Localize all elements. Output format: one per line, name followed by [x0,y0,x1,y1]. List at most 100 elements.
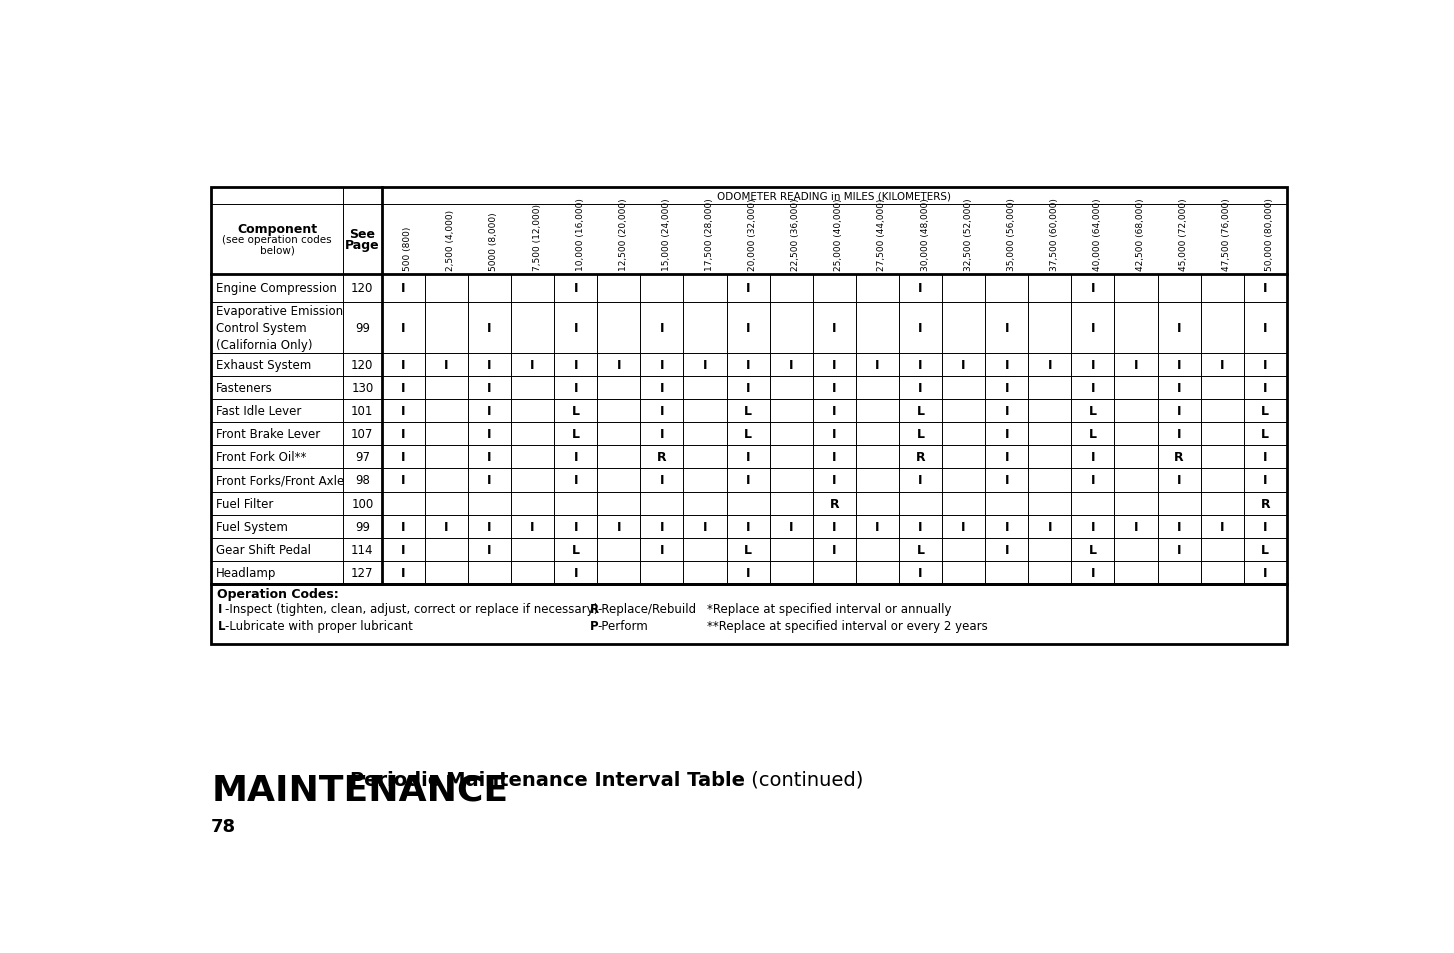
Text: I: I [1176,543,1182,557]
Text: I: I [1134,358,1138,372]
Text: MAINTENANCE: MAINTENANCE [211,773,509,806]
Text: I: I [1090,358,1095,372]
Text: I: I [401,428,406,441]
Text: I: I [1090,451,1095,464]
Text: I: I [443,358,449,372]
Text: 37,500 (60,000): 37,500 (60,000) [1050,197,1059,271]
Text: Evaporative Emission
Control System
(California Only): Evaporative Emission Control System (Cal… [215,305,343,352]
Text: I: I [1005,322,1009,335]
Text: 25,000 (40,000): 25,000 (40,000) [835,198,843,271]
Text: ODOMETER READING in MILES (KILOMETERS): ODOMETER READING in MILES (KILOMETERS) [717,192,951,202]
Text: Headlamp: Headlamp [215,566,276,579]
Text: Page: Page [345,238,379,252]
Text: I: I [746,322,750,335]
Text: 50,000 (80,000): 50,000 (80,000) [1265,197,1274,271]
Text: I: I [1090,566,1095,579]
Text: I: I [616,520,621,533]
Text: I: I [1264,322,1268,335]
Text: I: I [1264,520,1268,533]
Text: I: I [746,474,750,487]
Text: 15,000 (24,000): 15,000 (24,000) [662,198,670,271]
Text: I: I [1176,474,1182,487]
Text: I: I [1264,282,1268,295]
Text: L: L [916,428,925,441]
Text: I: I [919,358,923,372]
Text: I: I [573,566,577,579]
Text: Fuel Filter: Fuel Filter [215,497,273,510]
Text: 5000 (8,000): 5000 (8,000) [490,212,499,271]
Text: I: I [746,358,750,372]
Text: Front Brake Lever: Front Brake Lever [215,428,320,441]
Text: I: I [919,322,923,335]
Text: R: R [589,602,599,616]
Text: L: L [1262,405,1269,417]
Text: 99: 99 [355,322,369,335]
Text: I: I [487,520,491,533]
Text: (continued): (continued) [746,770,864,789]
Text: I: I [573,322,577,335]
Text: Engine Compression: Engine Compression [215,282,337,295]
Text: 97: 97 [355,451,369,464]
Text: R: R [1175,451,1184,464]
Text: *Replace at specified interval or annually: *Replace at specified interval or annual… [707,602,952,616]
Text: I: I [487,451,491,464]
Text: L: L [1089,405,1096,417]
Text: 100: 100 [352,497,374,510]
Text: I: I [832,322,836,335]
Text: I: I [1005,451,1009,464]
Text: I: I [401,358,406,372]
Text: I: I [1005,405,1009,417]
Text: I: I [660,322,664,335]
Text: 130: 130 [352,382,374,395]
Text: I: I [573,358,577,372]
Text: I: I [832,358,836,372]
Text: I: I [1005,520,1009,533]
Text: I: I [1005,382,1009,395]
Text: I: I [531,520,535,533]
Text: 78: 78 [211,818,237,836]
Text: L: L [744,428,752,441]
Text: I: I [573,474,577,487]
Text: I: I [1090,322,1095,335]
Text: I: I [573,382,577,395]
Text: I: I [1176,322,1182,335]
Text: I: I [660,474,664,487]
Text: L: L [571,428,580,441]
Text: Exhaust System: Exhaust System [215,358,311,372]
Text: I: I [832,474,836,487]
Text: R: R [916,451,925,464]
Text: I: I [1264,358,1268,372]
Text: I: I [702,358,707,372]
Text: 120: 120 [350,282,374,295]
Text: 32,500 (52,000): 32,500 (52,000) [964,198,973,271]
Text: I: I [1005,474,1009,487]
Text: I: I [1005,358,1009,372]
Text: L: L [1262,543,1269,557]
Text: I: I [832,428,836,441]
Text: L: L [571,543,580,557]
Text: -Replace/Rebuild: -Replace/Rebuild [598,602,696,616]
Text: I: I [1005,428,1009,441]
Text: I: I [531,358,535,372]
Text: 98: 98 [355,474,369,487]
Text: Operation Codes:: Operation Codes: [218,588,339,600]
Text: I: I [660,543,664,557]
Text: 114: 114 [350,543,374,557]
Text: **Replace at specified interval or every 2 years: **Replace at specified interval or every… [707,619,987,633]
Text: I: I [660,382,664,395]
Text: L: L [218,619,225,633]
Text: I: I [401,322,406,335]
Text: I: I [1176,520,1182,533]
Text: I: I [961,520,965,533]
Bar [211,584,1287,644]
Text: I: I [790,358,794,372]
Text: Front Forks/Front Axle: Front Forks/Front Axle [215,474,345,487]
Text: below): below) [260,246,295,255]
Text: I: I [919,474,923,487]
Text: L: L [916,543,925,557]
Text: I: I [1176,358,1182,372]
Text: Gear Shift Pedal: Gear Shift Pedal [215,543,311,557]
Text: I: I [401,520,406,533]
Text: I: I [919,520,923,533]
Text: -Perform: -Perform [598,619,648,633]
